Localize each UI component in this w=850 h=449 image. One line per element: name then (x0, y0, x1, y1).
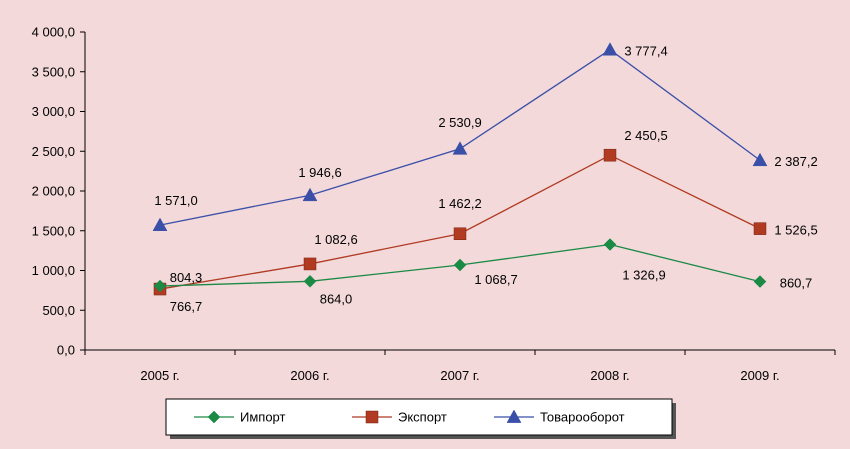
data-point-marker (453, 227, 467, 241)
y-tick-label: 2 000,0 (32, 184, 75, 199)
data-point-marker (303, 274, 317, 288)
legend-label: Импорт (240, 410, 285, 425)
data-point-marker (602, 42, 618, 56)
data-label: 2 530,9 (438, 115, 481, 130)
data-label: 1 946,6 (298, 165, 341, 180)
legend: Импорт Экспорт Товарооборот (165, 398, 676, 439)
data-point-marker (452, 141, 468, 155)
legend-marker (506, 409, 522, 423)
data-point-marker (152, 217, 168, 231)
x-tick-label: 2009 г. (740, 368, 779, 383)
data-label: 804,3 (170, 270, 203, 285)
data-point-marker (302, 187, 318, 202)
data-label: 864,0 (320, 291, 353, 306)
y-axis-ticks: 0,0 500,0 1 000,0 1 500,0 2 000,0 2 500,0 3 00… (32, 25, 85, 358)
y-tick-label: 1 500,0 (32, 223, 75, 238)
legend-marker (207, 410, 221, 424)
data-label: 860,7 (780, 276, 813, 291)
legend-item: Экспорт (352, 410, 447, 425)
data-point-marker (753, 275, 767, 288)
y-tick-label: 500,0 (42, 303, 75, 318)
data-label: 2 387,2 (774, 154, 817, 169)
data-point-marker (303, 257, 317, 271)
series-triangle (152, 42, 768, 231)
legend-marker (365, 410, 379, 424)
data-point-marker (603, 148, 617, 162)
data-label: 1 068,7 (474, 272, 517, 287)
data-label: 1 526,5 (774, 223, 817, 238)
data-point-marker (153, 279, 167, 293)
data-label: 1 082,6 (314, 232, 357, 247)
x-tick-label: 2007 г. (440, 368, 479, 383)
y-tick-label: 3 000,0 (32, 104, 75, 119)
y-tick-label: 1 000,0 (32, 263, 75, 278)
x-tick-label: 2005 г. (140, 368, 179, 383)
data-point-marker (603, 238, 617, 251)
legend-label: Экспорт (398, 410, 447, 425)
data-point-marker (753, 222, 767, 235)
y-tick-label: 4 000,0 (32, 25, 75, 40)
data-label: 3 777,4 (624, 44, 667, 59)
data-point-marker (453, 258, 467, 272)
data-label: 1 571,0 (154, 193, 197, 208)
data-label: 1 326,9 (622, 268, 665, 283)
data-label: 1 462,2 (438, 196, 481, 211)
data-labels: 804,3 864,0 1 068,7 1 326,9 860,7 766,7 1 082,… (154, 44, 817, 314)
x-tick-label: 2006 г. (290, 368, 329, 383)
legend-item: Импорт (194, 410, 285, 425)
series-square (153, 148, 767, 296)
x-axis-ticks: 2005 г. 2006 г. 2007 г. 2008 г. 2009 г. (84, 350, 836, 383)
series-diamond (153, 238, 767, 293)
legend-item: Товарооборот (494, 409, 625, 425)
data-label: 766,7 (170, 299, 203, 314)
y-tick-label: 0,0 (57, 343, 75, 358)
x-tick-label: 2008 г. (590, 368, 629, 383)
data-label: 2 450,5 (624, 128, 667, 143)
y-tick-label: 3 500,0 (32, 64, 75, 79)
y-tick-label: 2 500,0 (32, 144, 75, 159)
chart-series (152, 42, 768, 296)
data-point-marker (752, 152, 768, 167)
legend-box (165, 398, 673, 436)
legend-label: Товарооборот (540, 410, 625, 425)
